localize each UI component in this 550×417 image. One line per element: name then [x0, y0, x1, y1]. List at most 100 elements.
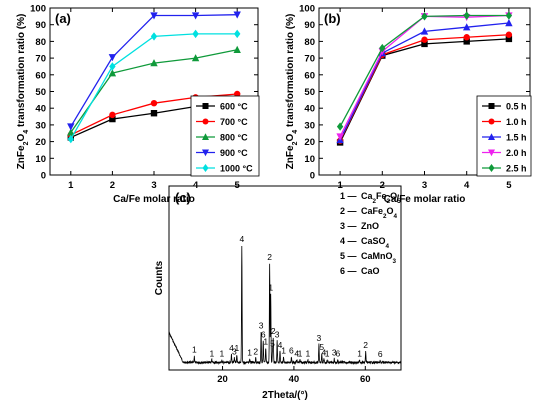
x-tick-label: 5 [506, 180, 512, 191]
legend-entry: 0.5 h [506, 102, 527, 112]
peak-label: 3 [332, 347, 337, 357]
legend: 0.5 h 1.0 h 1.5 h 2.0 h 2.5 h [476, 95, 532, 177]
series [67, 29, 241, 144]
legend-phase: ZnO [361, 221, 379, 231]
x-tick-label: 2 [110, 180, 115, 191]
data-point [191, 54, 200, 62]
series [336, 19, 513, 144]
data-point [150, 12, 158, 20]
y-tick-label: 10 [304, 154, 315, 165]
data-point [336, 133, 344, 141]
peak-label: 1 [357, 348, 362, 358]
legend-marker [202, 118, 209, 125]
series [336, 11, 513, 131]
peak-label: 1 [192, 345, 197, 355]
y-axis-label: ZnFe2O4 transformation ratio (%) [285, 14, 299, 170]
data-point [463, 23, 471, 31]
panel-label: (a) [55, 11, 71, 26]
data-point [463, 11, 470, 20]
peak-label: 1 [263, 337, 268, 347]
legend-phase: Ca2Fe2O5 [361, 191, 401, 205]
data-point [192, 29, 199, 39]
x-axis-label: 2Theta/(°) [262, 390, 308, 401]
x-tick-label: 1 [68, 180, 74, 191]
data-point [108, 69, 117, 77]
data-point [505, 11, 513, 20]
y-tick-label: 100 [299, 4, 315, 15]
series [67, 45, 241, 136]
legend-marker [202, 133, 209, 140]
peak-label: 1 [268, 283, 273, 293]
peak-label: 1 [281, 346, 286, 356]
y-tick-label: 60 [35, 70, 46, 81]
y-tick-label: 80 [304, 37, 315, 48]
phase-legend: 1 — Ca2Fe2O5 2 — CaFe2O4 3 — ZnO 4 — CaSO4 5… [340, 191, 401, 276]
y-tick-label: 90 [304, 20, 315, 31]
x-tick-label: 20 [217, 374, 228, 385]
x-tick-label: 3 [422, 180, 427, 191]
peak-label: 1 [325, 348, 330, 358]
legend-entry: 900 °C [220, 148, 248, 158]
y-tick-label: 80 [35, 37, 46, 48]
data-point [421, 36, 428, 43]
x-tick-label: 3 [151, 180, 156, 191]
peak-label: 2 [271, 326, 276, 336]
data-point [67, 134, 74, 144]
y-tick-label: 30 [35, 120, 46, 131]
data-point [420, 27, 429, 35]
data-point [463, 38, 470, 45]
peak-label: 3 [317, 333, 322, 343]
peak-label: 2 [267, 252, 272, 262]
y-tick-label: 70 [35, 54, 46, 65]
y-axis-label: Counts [154, 260, 165, 295]
legend-entry: 1.0 h [506, 117, 527, 127]
legend-number: 1 — [340, 191, 357, 201]
legend-phase: CaMnO3 [361, 251, 397, 265]
x-tick-label: 40 [289, 374, 300, 385]
data-point [109, 115, 116, 123]
legend: 600 °C 700 °C 800 °C 900 °C 1000 °C [190, 95, 260, 177]
y-tick-label: 40 [304, 104, 315, 115]
peak-label: 3 [275, 329, 280, 339]
peak-label: 2 [363, 340, 368, 350]
legend-number: 5 — [340, 251, 357, 261]
peak-label: 1 [219, 348, 224, 358]
legend-marker [488, 133, 495, 140]
y-tick-label: 10 [35, 154, 46, 165]
y-tick-label: 70 [304, 54, 315, 65]
data-point [233, 11, 241, 19]
data-point [67, 123, 75, 131]
data-point [505, 35, 513, 43]
peak-label: 1 [247, 347, 252, 357]
legend-entry: 600 °C [220, 102, 248, 112]
peak-label: 1 [298, 348, 303, 358]
peak-label: 5 [270, 338, 275, 348]
data-point [336, 122, 344, 131]
y-axis-label: ZnFe2O4 transformation ratio (%) [16, 14, 30, 170]
legend-marker [488, 164, 495, 172]
data-point [234, 29, 241, 39]
y-tick-label: 20 [35, 137, 46, 148]
legend-frame [190, 95, 260, 177]
data-point [233, 45, 241, 53]
legend-marker [202, 103, 209, 109]
legend-marker [202, 149, 209, 157]
legend-number: 2 — [340, 206, 357, 216]
data-point [150, 59, 158, 67]
data-point [150, 99, 158, 107]
y-tick-label: 100 [30, 4, 46, 15]
data-point [67, 128, 75, 136]
x-axis-label: Ca/Fe molar ratio [384, 194, 466, 205]
panel-label: (b) [324, 11, 341, 26]
legend-entry: 800 °C [220, 133, 248, 143]
y-tick-label: 0 [310, 171, 315, 182]
data-point [379, 43, 386, 53]
peak-label: 4 [278, 340, 283, 350]
peak-label: 6 [335, 348, 340, 358]
legend-entry: 2.5 h [506, 164, 527, 174]
peak-label: 4 [294, 348, 299, 358]
plot-frame [168, 185, 402, 371]
